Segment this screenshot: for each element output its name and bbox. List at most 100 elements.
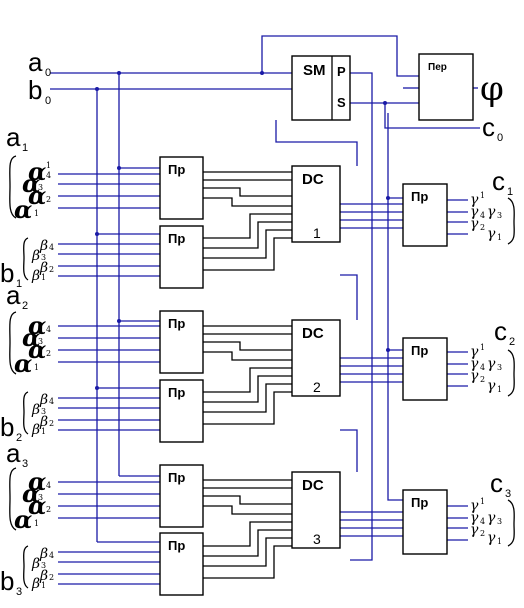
- b2-beta-3: β: [31, 402, 40, 418]
- a1-sup-4: 1: [46, 161, 51, 170]
- k-3c: [203, 495, 292, 505]
- pr-out-1-rect: [402, 183, 448, 247]
- label-b0: b 0: [28, 75, 51, 107]
- dc-3-number: 3: [313, 531, 321, 547]
- c1-g-3-idx: 3: [497, 211, 502, 220]
- a3-alpha-3: α: [22, 479, 40, 508]
- c0-sub: 0: [497, 132, 503, 144]
- b3-letter: b: [0, 566, 14, 596]
- pr-out-3-rect: [402, 489, 448, 555]
- a0-letter: a: [28, 47, 43, 77]
- dot-10: [386, 348, 390, 352]
- a1-sub: 1: [22, 142, 28, 154]
- c3-sub: 3: [505, 488, 511, 500]
- pr-out-3-label: Пр: [411, 495, 428, 510]
- pr-out-2: Пр: [402, 337, 448, 401]
- c1-g-3: γ: [487, 204, 496, 220]
- a2-alpha-2: α: [28, 335, 46, 364]
- pr-in-6-rect: [159, 532, 204, 596]
- pr-in-2: Пр: [159, 225, 204, 289]
- pr-in-1-label: Пр: [168, 162, 185, 177]
- c2-g-4: γ: [470, 356, 479, 372]
- brace-c3: [507, 499, 515, 547]
- pr-to-dc-wires: [203, 171, 292, 579]
- pr-in-3: Пр: [159, 310, 204, 374]
- a3-alpha-4: α: [28, 467, 46, 496]
- dc-2-number: 2: [313, 379, 321, 395]
- b0-sub: 0: [45, 95, 51, 107]
- per-label: Пер: [428, 62, 447, 73]
- dc-1: DC 1: [291, 165, 341, 243]
- b1-idx-2: 2: [49, 265, 54, 274]
- a0-sub: 0: [45, 67, 51, 79]
- a2-sub: 2: [22, 300, 28, 312]
- sm-block: SM P S: [291, 55, 351, 121]
- b2-beta-1: β: [31, 422, 40, 438]
- alpha-group-2: α 4 α 3 α 2 α 1: [14, 311, 51, 378]
- sm-label: SM: [303, 62, 326, 79]
- pr-in-5-label: Пр: [168, 470, 185, 485]
- a2-alpha-1: α: [14, 349, 32, 378]
- dc-1-number: 1: [313, 225, 321, 241]
- brace-a3: [9, 467, 17, 531]
- gamma-group-3: γ 1 γ 4 γ 3 γ 2 γ 1: [470, 497, 502, 546]
- c2-g-2: γ: [470, 368, 479, 384]
- a1-sub-1: 1: [34, 209, 39, 218]
- dot-1: [117, 71, 121, 75]
- dc-3-rect: [291, 471, 341, 549]
- a1-letter: a: [6, 122, 21, 152]
- k-2e: [203, 367, 292, 393]
- k-3h: [203, 545, 292, 579]
- a3-sub-2: 2: [46, 505, 51, 514]
- k-1g: [203, 229, 292, 259]
- k-3g: [203, 537, 292, 567]
- pr-out-1: Пр: [402, 183, 448, 247]
- b1-idx-4: 4: [49, 243, 54, 252]
- c3-g-3: γ: [487, 510, 496, 526]
- label-c0: c 0: [482, 112, 503, 144]
- brace-b2: [23, 391, 29, 435]
- b1-beta-2: β: [39, 260, 48, 276]
- phi-output: φ: [480, 69, 504, 109]
- k-3f: [203, 529, 292, 557]
- c3-g-4: γ: [470, 510, 479, 526]
- c1-letter: c: [492, 166, 505, 196]
- c1-g-1: γ: [487, 226, 496, 242]
- c3-g-1-idx: 1: [497, 537, 502, 546]
- brace-a1: [9, 155, 17, 219]
- c2-g-2-idx: 2: [480, 375, 485, 384]
- c1-g-2-idx: 2: [480, 223, 485, 232]
- b1-beta-4: β: [39, 238, 48, 254]
- label-c3: c 3: [490, 468, 511, 500]
- k-1f: [203, 221, 292, 249]
- b1-idx-1: 1: [41, 273, 46, 282]
- label-a0: a 0: [28, 47, 51, 79]
- b3-idx-4: 4: [49, 551, 54, 560]
- c3-g-2-idx: 2: [480, 529, 485, 538]
- pr-in-5-rect: [159, 464, 204, 528]
- k-2d: [203, 351, 292, 361]
- c3-g-a-sup: 1: [480, 497, 485, 506]
- c1-g-a: γ: [470, 192, 479, 208]
- c1-g-1-idx: 1: [497, 233, 502, 242]
- b1-beta-3: β: [31, 248, 40, 264]
- a2-letter: a: [6, 280, 21, 310]
- k-3e: [203, 521, 292, 547]
- brace-a2: [9, 311, 17, 375]
- brace-b3: [23, 545, 29, 589]
- label-c1: c 1: [492, 166, 513, 198]
- b1-idx-3: 3: [41, 253, 46, 262]
- c2-sub: 2: [509, 336, 515, 348]
- label-b3: b 3: [0, 566, 22, 598]
- dc-1-label: DC: [302, 171, 324, 188]
- label-a2: a 2: [6, 280, 28, 312]
- alpha-group-3: α 4 α 3 α 2 α 1: [14, 467, 51, 534]
- pr-out-2-rect: [402, 337, 448, 401]
- k-2h: [203, 391, 292, 425]
- brace-c2: [507, 349, 515, 397]
- c2-g-1: γ: [487, 378, 496, 394]
- c1-sub: 1: [507, 186, 513, 198]
- dc-2-label: DC: [302, 325, 324, 342]
- wire-p-carry: [350, 72, 373, 561]
